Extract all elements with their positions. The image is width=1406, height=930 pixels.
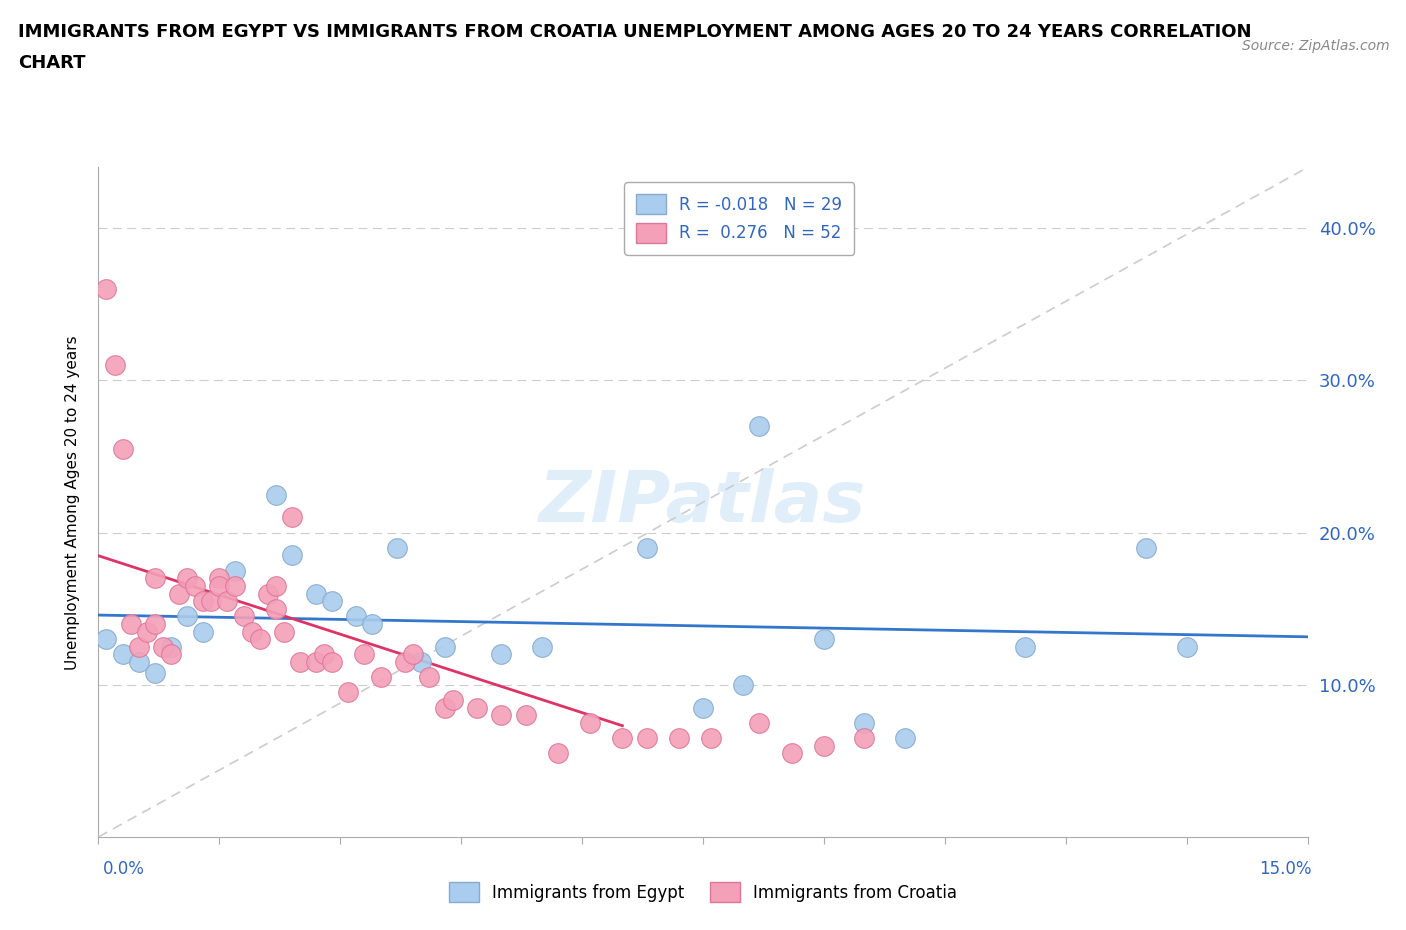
Point	[232, 609, 254, 624]
Point	[530, 639, 553, 654]
Point	[217, 593, 239, 608]
Point	[249, 631, 271, 646]
Point	[111, 647, 134, 662]
Point	[547, 746, 569, 761]
Point	[103, 358, 125, 373]
Point	[733, 677, 755, 692]
Point	[281, 510, 304, 525]
Point	[96, 631, 118, 646]
Point	[748, 715, 770, 730]
Point	[305, 655, 328, 670]
Point	[385, 540, 408, 555]
Point	[314, 647, 336, 662]
Point	[288, 655, 311, 670]
Text: CHART: CHART	[18, 54, 86, 72]
Text: Source: ZipAtlas.com: Source: ZipAtlas.com	[1241, 39, 1389, 53]
Point	[612, 731, 634, 746]
Point	[208, 571, 231, 586]
Point	[579, 715, 602, 730]
Point	[96, 282, 118, 297]
Point	[281, 548, 304, 563]
Point	[167, 586, 190, 601]
Point	[700, 731, 723, 746]
Point	[176, 609, 198, 624]
Point	[813, 631, 835, 646]
Text: ZIPatlas: ZIPatlas	[540, 468, 866, 537]
Point	[636, 540, 658, 555]
Point	[184, 578, 207, 593]
Text: IMMIGRANTS FROM EGYPT VS IMMIGRANTS FROM CROATIA UNEMPLOYMENT AMONG AGES 20 TO 2: IMMIGRANTS FROM EGYPT VS IMMIGRANTS FROM…	[18, 23, 1251, 41]
Point	[224, 578, 246, 593]
Point	[321, 655, 343, 670]
Point	[200, 593, 222, 608]
Text: 15.0%: 15.0%	[1260, 860, 1312, 878]
Point	[780, 746, 803, 761]
Point	[305, 586, 328, 601]
Point	[264, 487, 287, 502]
Point	[402, 647, 425, 662]
Point	[193, 593, 215, 608]
Point	[176, 571, 198, 586]
Point	[1175, 639, 1198, 654]
Text: 0.0%: 0.0%	[103, 860, 145, 878]
Point	[418, 670, 440, 684]
Point	[143, 665, 166, 680]
Point	[465, 700, 488, 715]
Point	[813, 738, 835, 753]
Point	[668, 731, 690, 746]
Point	[353, 647, 375, 662]
Point	[434, 700, 457, 715]
Point	[1014, 639, 1036, 654]
Point	[264, 578, 287, 593]
Point	[370, 670, 392, 684]
Point	[636, 731, 658, 746]
Point	[111, 442, 134, 457]
Point	[394, 655, 416, 670]
Point	[256, 586, 278, 601]
Point	[273, 624, 295, 639]
Point	[748, 418, 770, 433]
Point	[441, 693, 464, 708]
Point	[853, 715, 876, 730]
Point	[128, 655, 150, 670]
Point	[128, 639, 150, 654]
Y-axis label: Unemployment Among Ages 20 to 24 years: Unemployment Among Ages 20 to 24 years	[65, 335, 80, 670]
Point	[224, 564, 246, 578]
Point	[515, 708, 537, 723]
Point	[337, 685, 360, 700]
Point	[120, 617, 142, 631]
Point	[361, 617, 384, 631]
Point	[491, 647, 513, 662]
Point	[152, 639, 174, 654]
Point	[208, 578, 231, 593]
Point	[193, 624, 215, 639]
Point	[853, 731, 876, 746]
Point	[893, 731, 915, 746]
Point	[434, 639, 457, 654]
Point	[160, 647, 183, 662]
Point	[264, 602, 287, 617]
Point	[491, 708, 513, 723]
Point	[1135, 540, 1157, 555]
Legend: Immigrants from Egypt, Immigrants from Croatia: Immigrants from Egypt, Immigrants from C…	[443, 875, 963, 909]
Point	[143, 617, 166, 631]
Point	[344, 609, 367, 624]
Point	[160, 639, 183, 654]
Point	[143, 571, 166, 586]
Point	[409, 655, 432, 670]
Point	[692, 700, 714, 715]
Point	[321, 593, 343, 608]
Point	[135, 624, 157, 639]
Point	[240, 624, 263, 639]
